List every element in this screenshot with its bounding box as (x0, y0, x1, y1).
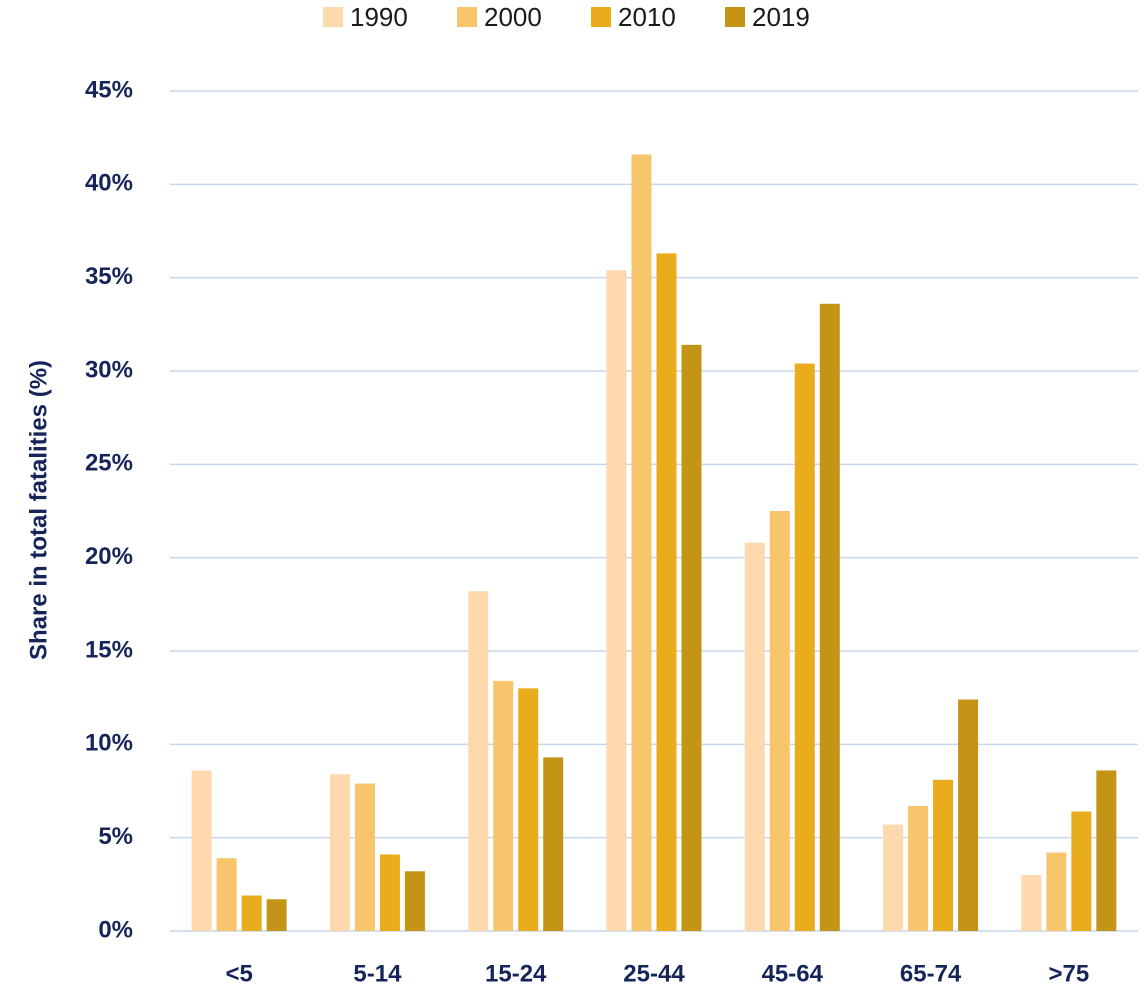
legend-swatch (591, 7, 611, 27)
bar (329, 774, 350, 931)
bar (216, 858, 237, 931)
x-tick-label: <5 (225, 960, 252, 987)
x-tick-label: 15-24 (485, 960, 547, 987)
y-tick-label: 0% (98, 916, 133, 943)
legend-label: 2000 (484, 2, 542, 32)
bar (354, 783, 375, 931)
y-tick-label: 15% (85, 636, 133, 663)
y-tick-label: 35% (85, 263, 133, 290)
bar (883, 824, 904, 931)
bar (518, 688, 539, 931)
bar (1096, 770, 1117, 931)
bar (1046, 852, 1067, 931)
bar (656, 253, 677, 931)
legend-swatch (457, 7, 477, 27)
bar (606, 270, 627, 931)
bar (958, 699, 979, 931)
bar (468, 591, 489, 931)
legend-swatch (725, 7, 745, 27)
y-tick-label: 25% (85, 450, 133, 477)
bar (191, 770, 212, 931)
bar (1021, 875, 1042, 931)
y-tick-label: 5% (98, 823, 133, 850)
legend-label: 1990 (350, 2, 408, 32)
bar (744, 542, 765, 931)
legend-swatch (323, 7, 343, 27)
x-tick-label: >75 (1048, 960, 1089, 987)
bar (908, 805, 929, 931)
bar (794, 363, 815, 931)
bar (241, 895, 262, 931)
bar (819, 303, 840, 931)
y-tick-label: 20% (85, 543, 133, 570)
bar (1071, 811, 1092, 931)
bar (404, 871, 425, 931)
legend-label: 2019 (752, 2, 810, 32)
bar (769, 511, 790, 931)
x-tick-label: 65-74 (900, 960, 962, 987)
bar (543, 757, 564, 931)
y-tick-label: 40% (85, 170, 133, 197)
bar (681, 344, 702, 931)
bar (493, 680, 514, 931)
legend-label: 2010 (618, 2, 676, 32)
y-tick-label: 30% (85, 356, 133, 383)
bar (631, 154, 652, 931)
x-tick-label: 5-14 (353, 960, 402, 987)
y-axis-title: Share in total fatalities (%) (25, 360, 52, 660)
x-tick-label: 45-64 (762, 960, 824, 987)
bar (266, 899, 287, 931)
bar (933, 779, 954, 931)
y-tick-label: 10% (85, 730, 133, 757)
x-tick-label: 25-44 (623, 960, 685, 987)
bar (379, 854, 400, 931)
y-tick-label: 45% (85, 76, 133, 103)
